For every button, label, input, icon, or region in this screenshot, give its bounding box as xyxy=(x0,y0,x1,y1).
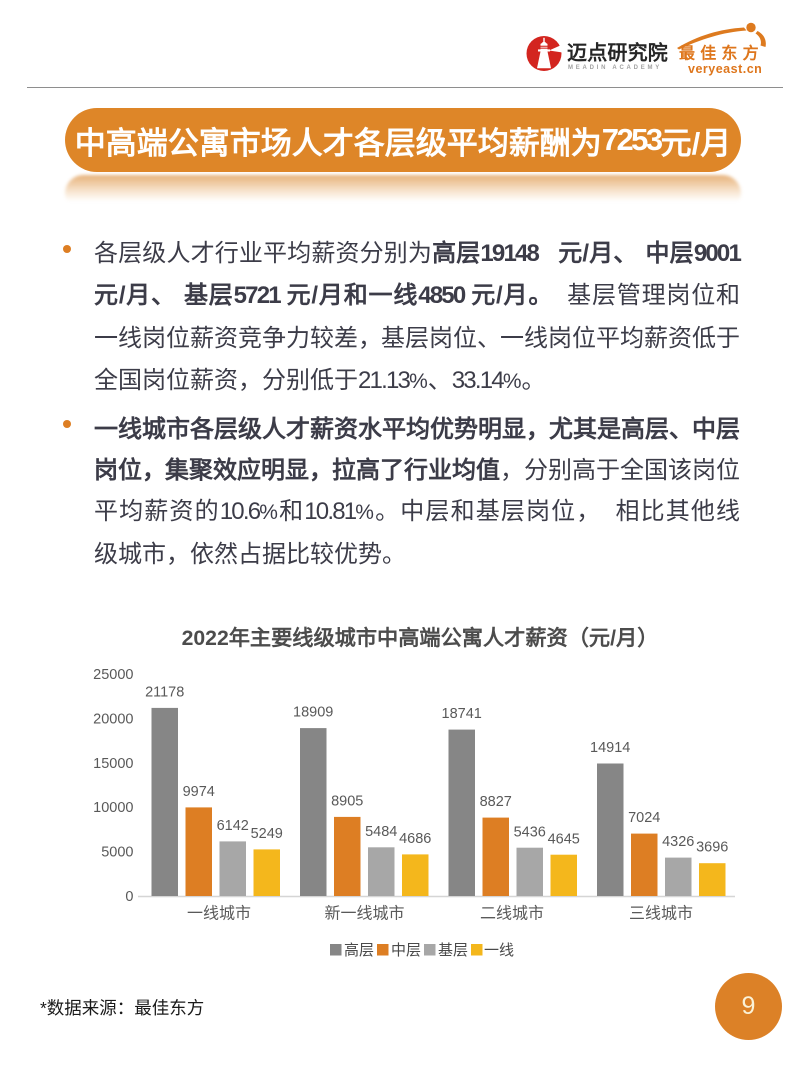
svg-text:三线城市: 三线城市 xyxy=(629,905,693,923)
svg-text:4686: 4686 xyxy=(399,831,431,847)
svg-text:最佳东方: 最佳东方 xyxy=(679,44,764,63)
svg-text:6142: 6142 xyxy=(217,818,249,834)
svg-text:MEADIN ACADEMY: MEADIN ACADEMY xyxy=(568,65,662,71)
svg-text:25000: 25000 xyxy=(93,667,133,683)
svg-text:21178: 21178 xyxy=(145,685,184,701)
svg-text:9974: 9974 xyxy=(183,784,215,800)
svg-text:中层: 中层 xyxy=(391,942,421,959)
svg-text:高层: 高层 xyxy=(344,942,374,959)
svg-text:5000: 5000 xyxy=(101,845,133,861)
svg-text:18741: 18741 xyxy=(442,706,482,722)
svg-text:18909: 18909 xyxy=(293,705,333,721)
svg-text:一线: 一线 xyxy=(484,942,514,959)
svg-text:4645: 4645 xyxy=(548,832,580,848)
svg-text:5436: 5436 xyxy=(514,825,546,841)
svg-text:8905: 8905 xyxy=(331,794,363,810)
svg-text:7024: 7024 xyxy=(628,810,660,826)
svg-text:0: 0 xyxy=(125,889,133,905)
svg-text:二线城市: 二线城市 xyxy=(480,905,544,923)
svg-text:14914: 14914 xyxy=(590,740,630,756)
svg-text:3696: 3696 xyxy=(696,840,728,856)
svg-text:迈点研究院: 迈点研究院 xyxy=(567,41,668,65)
svg-text:一线城市: 一线城市 xyxy=(187,905,251,923)
svg-text:2022年主要线级城市中高端公寓人才薪资（元/月）: 2022年主要线级城市中高端公寓人才薪资（元/月） xyxy=(182,625,659,650)
svg-text:15000: 15000 xyxy=(93,756,133,772)
svg-text:5484: 5484 xyxy=(365,824,397,840)
svg-text:新一线城市: 新一线城市 xyxy=(324,905,404,923)
svg-text:veryeast.cn: veryeast.cn xyxy=(688,62,762,76)
svg-text:4326: 4326 xyxy=(662,834,694,850)
svg-text:5249: 5249 xyxy=(251,826,283,842)
svg-text:基层: 基层 xyxy=(438,942,468,959)
svg-text:20000: 20000 xyxy=(93,711,133,727)
svg-text:8827: 8827 xyxy=(480,794,512,810)
svg-text:10000: 10000 xyxy=(93,800,133,816)
